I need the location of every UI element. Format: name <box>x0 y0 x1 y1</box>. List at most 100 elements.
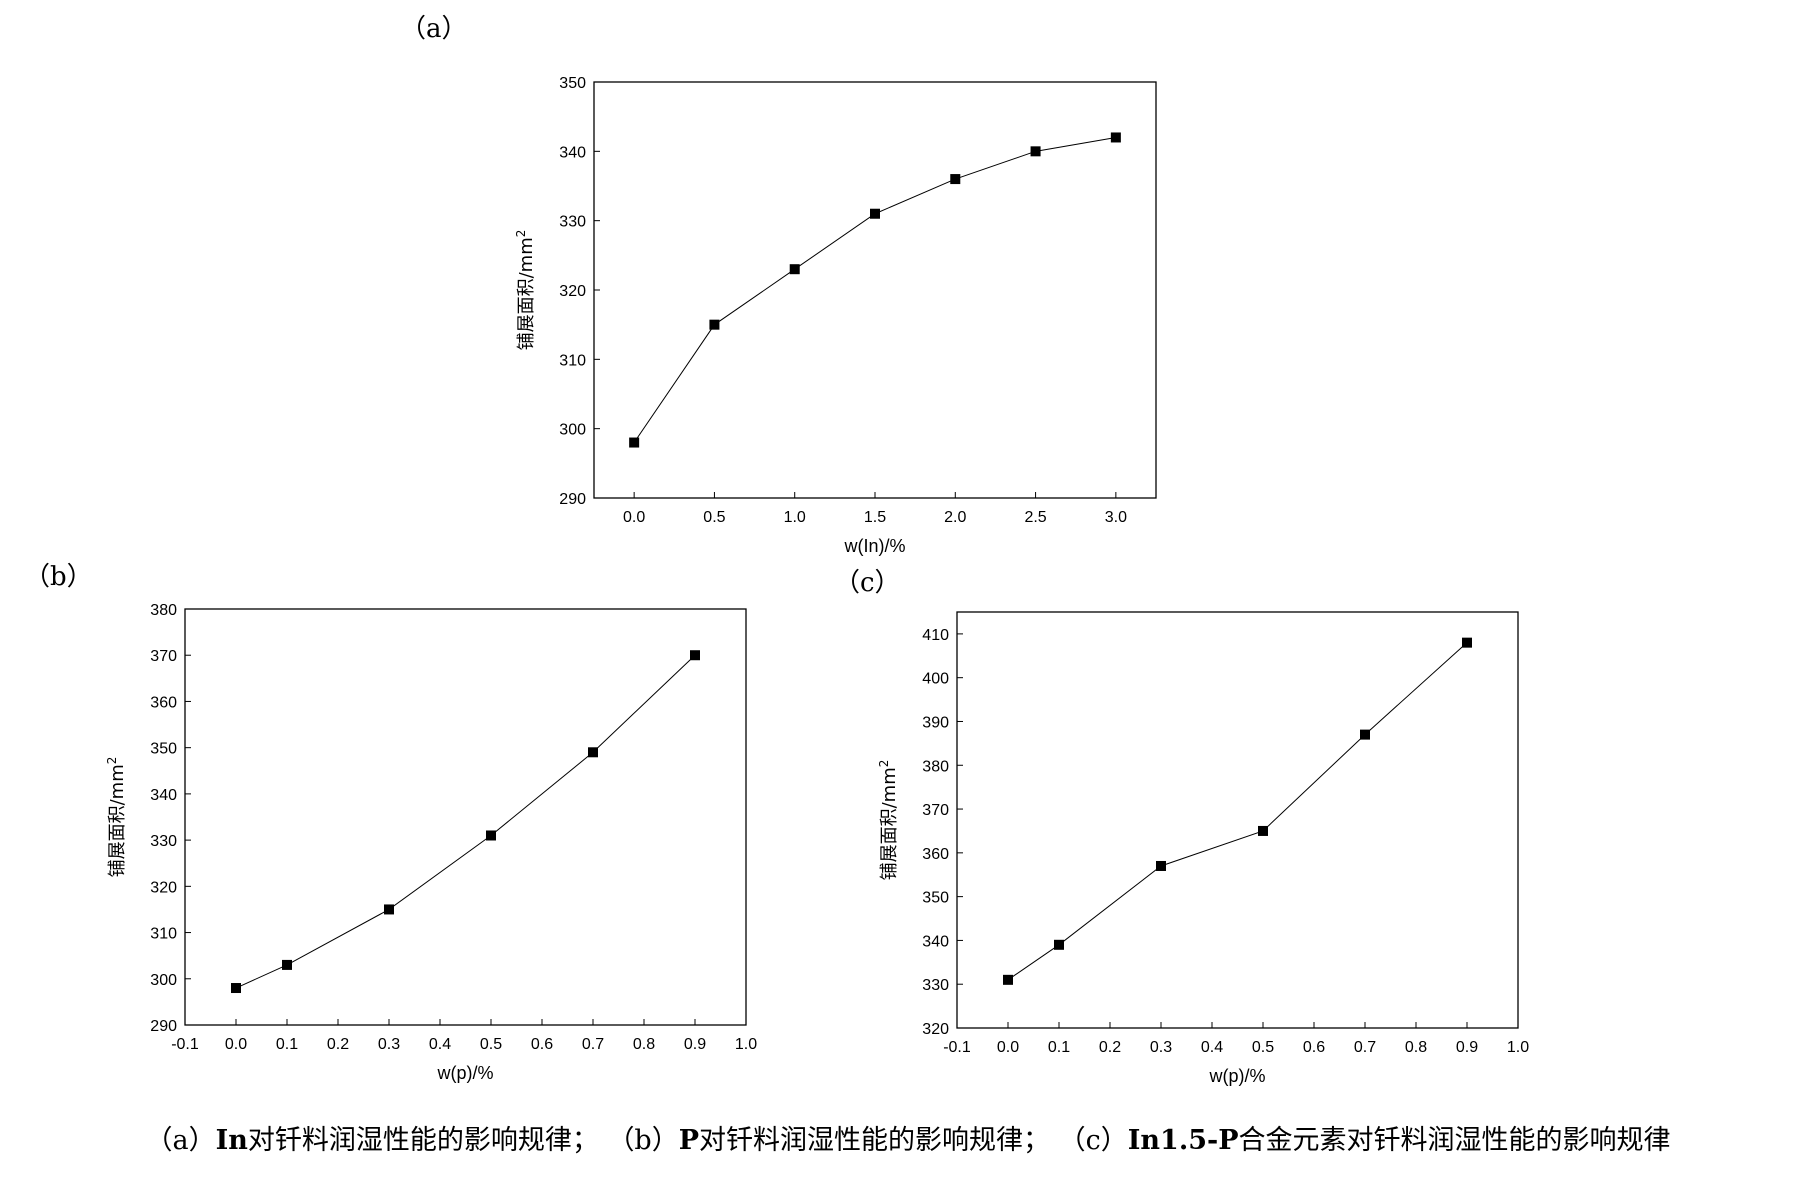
series-line-a <box>633 136 1116 443</box>
y-tick-label-a: 310 <box>559 352 586 369</box>
y-tick-label-c: 330 <box>922 977 949 994</box>
y-axis-title-b: 铺展面积/mm2 <box>105 757 128 878</box>
x-tick-label-b: 1.0 <box>735 1036 757 1053</box>
caption-c-element: In1.5-P <box>1127 1125 1239 1156</box>
data-point-b <box>282 959 292 970</box>
data-point-c <box>1462 637 1472 648</box>
panel-label-b: （b） <box>24 562 93 592</box>
y-tick-label-b: 330 <box>150 833 177 850</box>
y-tick-label-a: 300 <box>559 422 586 439</box>
panel-label-a: （a） <box>400 14 468 44</box>
data-point-b <box>231 983 241 994</box>
x-tick-label-b: 0.5 <box>480 1036 502 1053</box>
y-tick-label-b: 360 <box>150 694 177 711</box>
caption-b-element: P <box>678 1125 700 1156</box>
data-point-a <box>789 264 800 275</box>
x-tick-label-a: 1.0 <box>784 509 806 526</box>
y-tick-label-b: 300 <box>150 972 177 989</box>
x-axis-title-b: w(p)/% <box>436 1063 493 1083</box>
data-point-c <box>1360 729 1370 740</box>
x-tick-label-b: -0.1 <box>171 1036 199 1053</box>
x-tick-label-a: 1.5 <box>864 509 886 526</box>
x-tick-label-b: 0.1 <box>276 1036 298 1053</box>
y-tick-label-c: 350 <box>922 890 949 907</box>
y-tick-label-b: 340 <box>150 787 177 804</box>
y-tick-label-c: 380 <box>922 758 949 775</box>
x-axis-title-c: w(p)/% <box>1208 1066 1265 1086</box>
x-tick-label-c: 0.9 <box>1456 1039 1478 1056</box>
y-tick-label-c: 400 <box>922 671 949 688</box>
y-tick-label-a: 290 <box>559 491 586 508</box>
y-tick-label-c: 340 <box>922 933 949 950</box>
y-tick-label-a: 350 <box>559 75 586 92</box>
caption-c-text: 合金元素对钎料润湿性能的影响规律 <box>1238 1125 1671 1156</box>
data-point-a <box>870 208 880 219</box>
y-axis-title-a: 铺展面积/mm2 <box>514 230 537 351</box>
x-tick-label-b: 0.8 <box>633 1036 655 1053</box>
x-tick-label-a: 0.0 <box>623 509 645 526</box>
chart-a: 0.0 0.5 1.0 1.5 2.0 2.5 3.0 290 300 310 320 330 340 3… <box>514 75 1157 556</box>
y-tick-label-a: 320 <box>559 283 586 300</box>
y-tick-label-c: 370 <box>922 802 949 819</box>
x-tick-label-b: 0.9 <box>684 1036 706 1053</box>
data-point-a <box>1110 132 1121 143</box>
x-tick-label-c: 0.3 <box>1150 1039 1172 1056</box>
x-tick-label-c: 1.0 <box>1507 1039 1529 1056</box>
x-tick-label-c: 0.8 <box>1405 1039 1427 1056</box>
plot-frame-c <box>956 611 1519 1029</box>
x-tick-label-c: 0.0 <box>997 1039 1019 1056</box>
x-tick-label-c: 0.4 <box>1201 1039 1223 1056</box>
y-tick-label-c: 390 <box>922 714 949 731</box>
caption-a-element: In <box>215 1125 248 1156</box>
x-tick-label-b: 0.0 <box>225 1036 247 1053</box>
y-tick-label-b: 320 <box>150 879 177 896</box>
x-tick-label-a: 2.0 <box>944 509 966 526</box>
x-tick-label-c: 0.2 <box>1099 1039 1121 1056</box>
y-tick-label-b: 310 <box>150 926 177 943</box>
x-tick-label-a: 3.0 <box>1105 509 1127 526</box>
y-tick-label-b: 290 <box>150 1018 177 1035</box>
plot-frame-b <box>184 608 747 1026</box>
chart-c: -0.1 0.0 0.1 0.2 0.3 0.4 0.5 0.6 0.7 0.8 0.9 1.0 320… <box>877 611 1529 1086</box>
y-tick-label-c: 320 <box>922 1021 949 1038</box>
x-tick-label-c: 0.5 <box>1252 1039 1274 1056</box>
panel-label-c: （c） <box>834 568 901 598</box>
y-axis-title-c: 铺展面积/mm2 <box>877 760 900 881</box>
data-point-a <box>1030 146 1041 157</box>
x-tick-label-b: 0.6 <box>531 1036 553 1053</box>
data-point-c <box>1156 860 1166 871</box>
x-tick-label-c: 0.1 <box>1048 1039 1070 1056</box>
plot-frame-a <box>593 81 1157 499</box>
x-tick-label-c: 0.6 <box>1303 1039 1325 1056</box>
caption-c-paren: （c） <box>1058 1125 1128 1156</box>
chart-b: -0.1 0.0 0.1 0.2 0.3 0.4 0.5 0.6 0.7 0.8 0.9 1.0 290… <box>105 602 757 1083</box>
y-tick-label-a: 340 <box>559 144 586 161</box>
data-point-c <box>1258 825 1268 836</box>
data-point-c <box>1054 939 1064 950</box>
data-point-b <box>690 650 700 661</box>
data-point-b <box>588 747 598 758</box>
x-tick-label-b: 0.2 <box>327 1036 349 1053</box>
y-tick-label-c: 410 <box>922 627 949 644</box>
y-tick-label-b: 380 <box>150 602 177 619</box>
x-axis-title-a: w(In)/% <box>843 536 905 556</box>
data-point-b <box>384 904 394 915</box>
x-tick-label-c: -0.1 <box>943 1039 971 1056</box>
data-point-c <box>1003 974 1013 985</box>
x-tick-label-b: 0.4 <box>429 1036 451 1053</box>
y-tick-label-b: 370 <box>150 648 177 665</box>
y-tick-label-b: 350 <box>150 741 177 758</box>
data-point-a <box>709 319 720 330</box>
caption-b-text: 对钎料润湿性能的影响规律； <box>699 1125 1051 1156</box>
x-tick-label-a: 2.5 <box>1024 509 1046 526</box>
y-tick-label-c: 360 <box>922 846 949 863</box>
data-point-b <box>486 830 496 841</box>
data-point-a <box>950 174 961 185</box>
x-tick-label-a: 0.5 <box>703 509 725 526</box>
series-line-b <box>235 654 696 989</box>
data-point-a <box>629 437 640 448</box>
series-line-c <box>1007 642 1468 981</box>
figure-caption: （a）In对钎料润湿性能的影响规律； （b）P对钎料润湿性能的影响规律； （c）… <box>0 1118 1816 1157</box>
caption-a-text: 对钎料润湿性能的影响规律； <box>247 1125 599 1156</box>
